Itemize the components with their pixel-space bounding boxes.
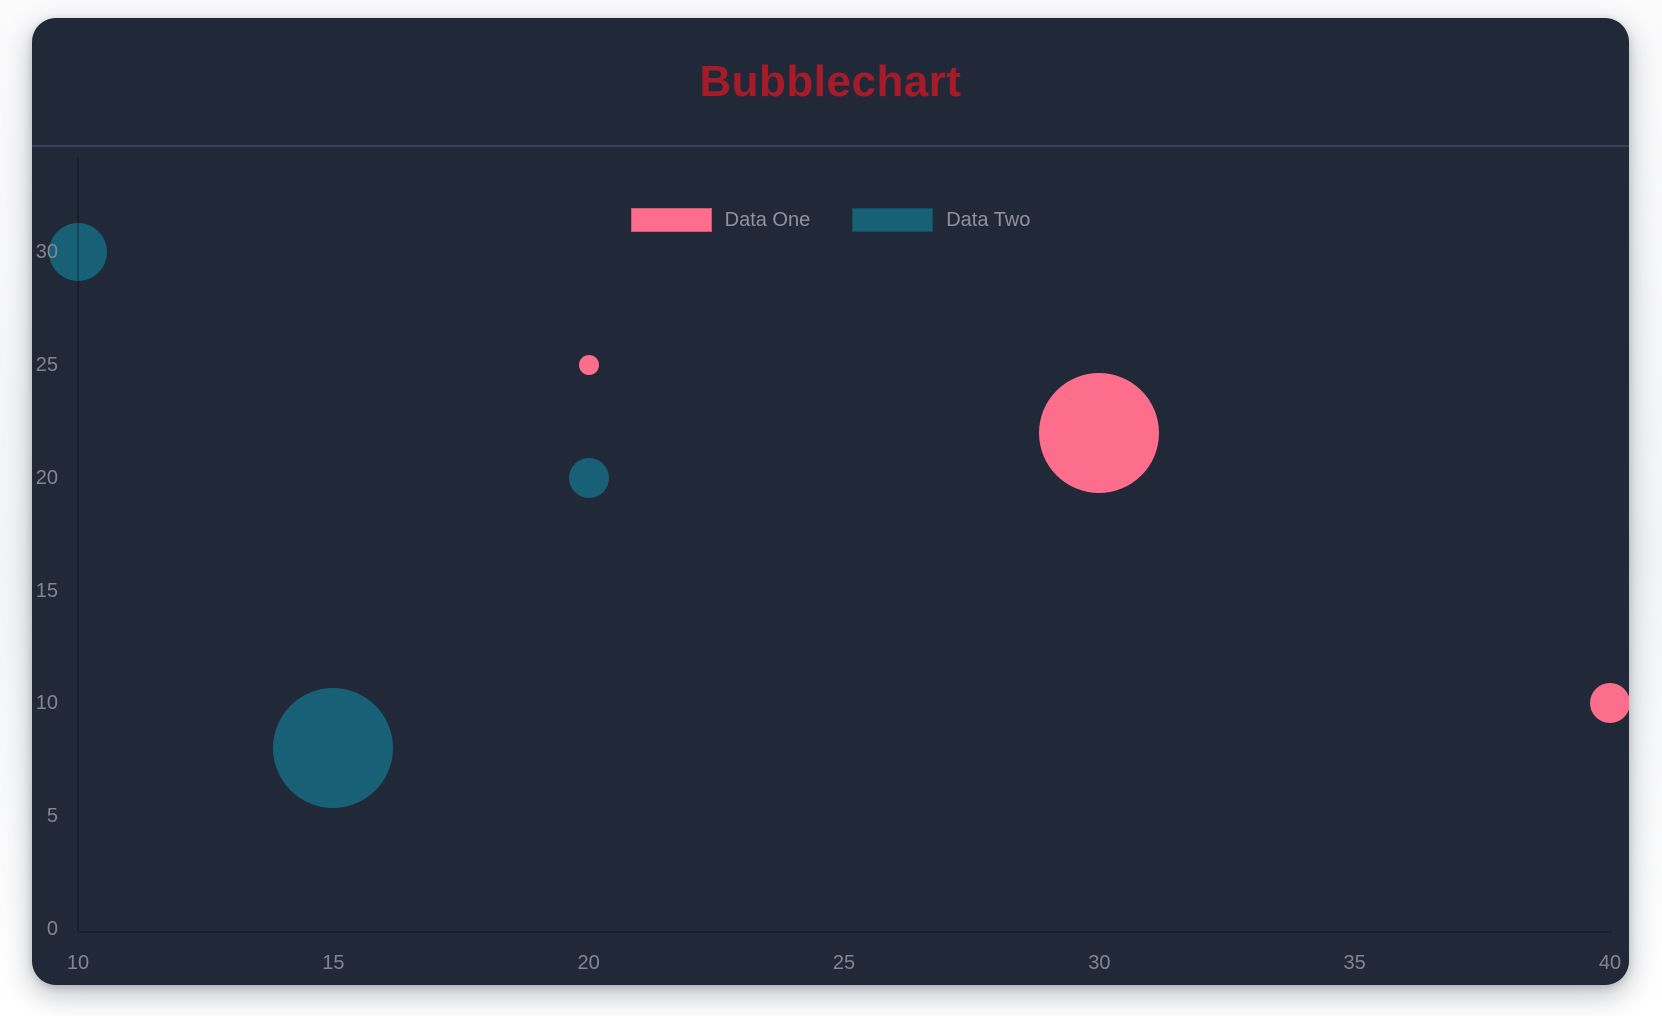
x-axis-tick-label: 40 <box>1598 952 1622 974</box>
x-axis-tick-label: 15 <box>322 952 345 974</box>
x-axis-line <box>78 931 1612 933</box>
bubble-data-two[interactable] <box>49 223 107 281</box>
bubble-data-two[interactable] <box>273 688 394 809</box>
x-axis-tick-label: 20 <box>577 952 600 974</box>
x-axis-tick-label: 35 <box>1343 952 1366 974</box>
legend-label-data-two: Data Two <box>946 209 1031 231</box>
chart-card: Bubblechart Data One Data Two 0 5 10 15 20 25… <box>32 18 1629 985</box>
y-axis-tick-label: 25 <box>35 353 58 376</box>
x-axis-tick-label: 10 <box>66 952 90 974</box>
legend-item-data-two[interactable]: Data Two <box>852 208 1030 232</box>
chart-title: Bubblechart <box>699 56 962 106</box>
y-axis-tick-label: 10 <box>35 692 58 715</box>
chart-legend: Data One Data Two <box>32 208 1629 232</box>
legend-item-data-one[interactable]: Data One <box>630 208 811 232</box>
x-axis-tick-label: 25 <box>832 952 856 974</box>
bubble-data-one[interactable] <box>1039 372 1160 493</box>
bubble-data-one[interactable] <box>578 354 599 375</box>
legend-swatch-data-two <box>852 208 934 232</box>
y-axis-tick-label: 5 <box>46 805 58 828</box>
bubble-data-one[interactable] <box>1590 683 1629 724</box>
legend-label-data-one: Data One <box>724 209 811 231</box>
bubble-data-two[interactable] <box>568 457 609 498</box>
header-divider <box>32 145 1629 147</box>
y-axis-tick-label: 20 <box>35 466 58 489</box>
y-axis-tick-label: 15 <box>35 579 58 602</box>
x-axis-tick-label: 30 <box>1088 952 1111 974</box>
legend-swatch-data-one <box>630 208 712 232</box>
y-axis-tick-label: 30 <box>35 241 58 263</box>
chart-header: Bubblechart <box>32 18 1629 145</box>
y-axis-line <box>77 158 79 931</box>
y-axis-tick-label: 0 <box>46 918 58 940</box>
